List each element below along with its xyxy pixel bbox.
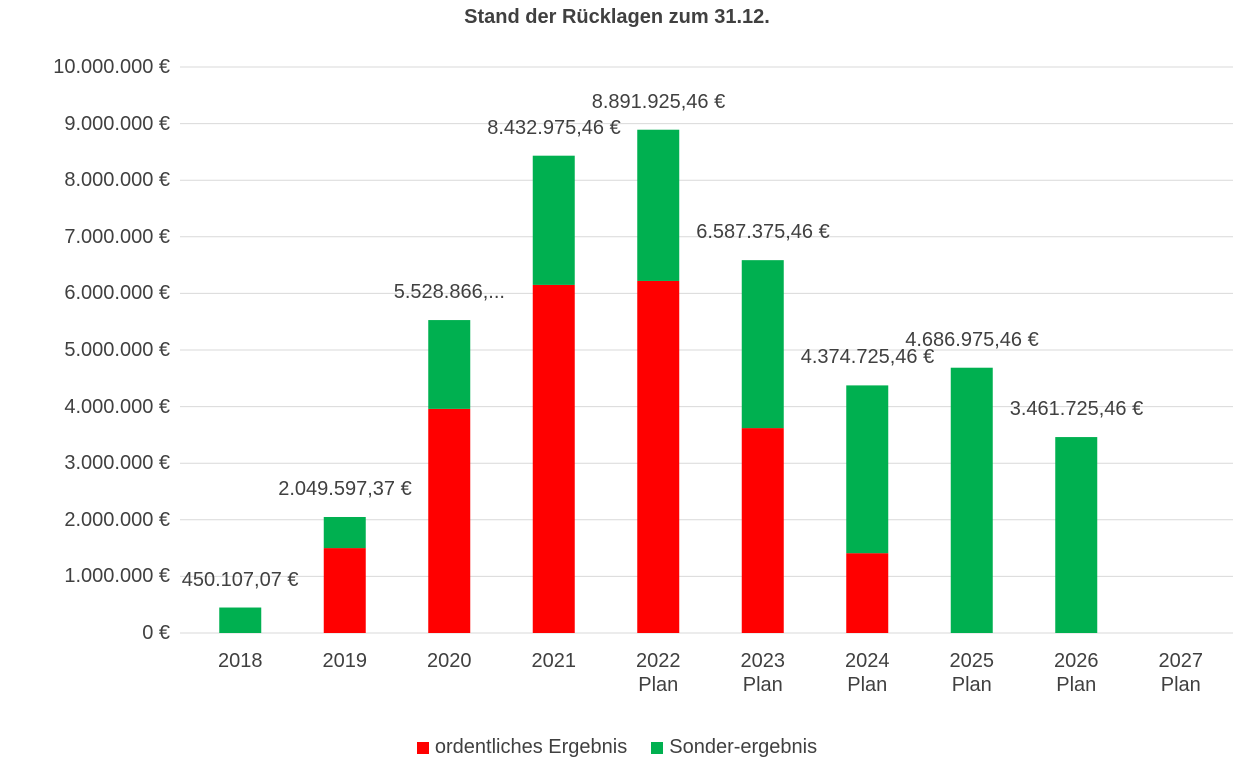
y-tick-label: 8.000.000 € (64, 169, 170, 192)
bar-segment (219, 607, 262, 633)
y-tick-label: 3.000.000 € (64, 452, 170, 475)
bar-segment (532, 284, 575, 633)
bar-segment (637, 280, 680, 633)
bar-segment (741, 260, 784, 429)
bar-segment (846, 385, 889, 554)
bar-segment (428, 320, 471, 409)
bar-segment (1055, 437, 1098, 633)
y-tick-label: 4.000.000 € (64, 395, 170, 418)
bar-segment (637, 129, 680, 281)
legend-key (651, 741, 664, 754)
y-tick-label: 10.000.000 € (53, 56, 170, 78)
bar-segment (428, 408, 471, 633)
y-tick-label: 5.000.000 € (64, 339, 170, 361)
total-label: 6.587.375,46 € (696, 221, 830, 244)
x-tick-label: 2018 (218, 650, 263, 672)
legend-label: Sonder-ergebnis (669, 736, 818, 758)
bar-segment (846, 553, 889, 633)
y-tick-label: 2.000.000 € (64, 508, 170, 531)
y-tick-label: 6.000.000 € (64, 282, 170, 305)
chart-title: Stand der Rücklagen zum 31.12. (464, 6, 770, 28)
x-tick-label: 2023 Plan (740, 650, 786, 696)
y-tick-label: 1.000.000 € (64, 565, 170, 588)
total-label: 3.461.725,46 € (1009, 398, 1144, 421)
legend-key (416, 741, 429, 754)
y-tick-label: 7.000.000 € (64, 225, 170, 248)
legend-item: ordentliches Ergebnis (416, 736, 628, 759)
x-tick-label: 2019 (322, 650, 368, 672)
y-tick-label: 0 € (142, 622, 170, 644)
total-label: 4.374.725,46 € (800, 346, 935, 369)
x-tick-label: 2021 (531, 650, 577, 672)
total-label: 8.891.925,46 € (591, 90, 726, 113)
x-tick-label: 2026 Plan (1054, 650, 1099, 696)
total-label: 4.686.975,46 € (905, 328, 1039, 351)
x-tick-label: 2022 Plan (636, 650, 681, 696)
bar-segment (950, 367, 993, 633)
x-tick-label: 2020 (427, 650, 472, 672)
bar-segment (741, 428, 784, 633)
legend-label: ordentliches Ergebnis (434, 736, 628, 758)
y-tick-label: 9.000.000 € (64, 112, 170, 135)
x-tick-label: 2024 Plan (845, 650, 890, 696)
total-label: 8.432.975,46 € (487, 116, 621, 139)
total-label: 450.107,07 € (181, 568, 299, 591)
legend: ordentliches Ergebnis Sonder-ergebnis (0, 736, 1234, 759)
total-label: 5.528.866,... (393, 281, 505, 304)
total-label: 2.049.597,37 € (278, 477, 412, 500)
x-tick-label: 2025 Plan (949, 650, 995, 696)
x-tick-label: 2027 Plan (1158, 650, 1204, 696)
bar-segment (532, 155, 575, 285)
legend-item: Sonder-ergebnis (651, 736, 817, 759)
bar-segment (323, 516, 366, 549)
bar-segment (323, 548, 366, 633)
